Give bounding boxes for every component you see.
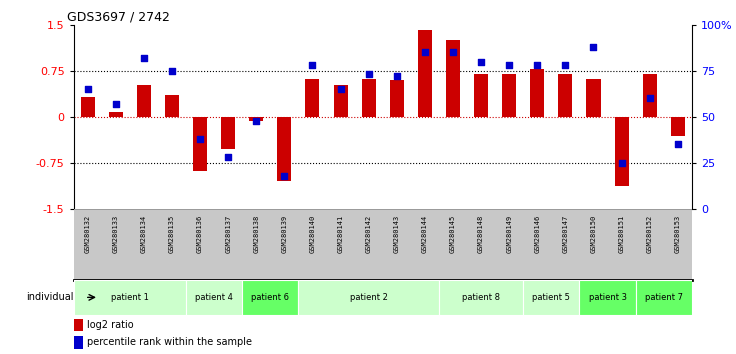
Text: GSM280151: GSM280151 — [618, 215, 625, 253]
Text: GSM280147: GSM280147 — [562, 215, 568, 253]
Point — [363, 72, 375, 77]
Point — [222, 154, 234, 160]
Bar — [530, 69, 545, 117]
Text: GSM280145: GSM280145 — [450, 215, 456, 253]
Point — [335, 86, 347, 92]
Point — [587, 44, 599, 50]
Bar — [636, 280, 692, 315]
Bar — [137, 85, 151, 117]
Text: patient 8: patient 8 — [462, 293, 500, 302]
Point — [82, 86, 93, 92]
Text: GSM280137: GSM280137 — [225, 215, 231, 253]
Bar — [559, 74, 573, 117]
Bar — [74, 319, 83, 331]
Bar — [277, 117, 291, 181]
Bar — [74, 280, 186, 315]
Text: log2 ratio: log2 ratio — [87, 320, 134, 330]
Point — [672, 142, 684, 147]
Text: GSM280136: GSM280136 — [197, 215, 203, 253]
Bar — [615, 117, 629, 185]
Bar — [186, 280, 242, 315]
Point — [475, 59, 487, 64]
Bar — [221, 117, 236, 149]
Point — [278, 173, 290, 178]
Bar — [250, 117, 263, 121]
Point — [531, 62, 543, 68]
Point — [419, 50, 431, 55]
Text: patient 1: patient 1 — [111, 293, 149, 302]
Text: percentile rank within the sample: percentile rank within the sample — [87, 337, 252, 347]
Point — [391, 74, 403, 79]
Bar — [643, 74, 657, 117]
Bar — [439, 280, 523, 315]
Text: GSM280142: GSM280142 — [366, 215, 372, 253]
Point — [644, 96, 656, 101]
Bar — [298, 280, 439, 315]
Bar — [390, 80, 404, 117]
Point — [616, 160, 628, 166]
Bar — [587, 79, 601, 117]
Bar — [670, 117, 684, 136]
Point — [559, 62, 571, 68]
Text: GSM280140: GSM280140 — [309, 215, 316, 253]
Point — [250, 118, 262, 123]
Text: GSM280149: GSM280149 — [506, 215, 512, 253]
Text: GSM280139: GSM280139 — [281, 215, 287, 253]
Text: patient 7: patient 7 — [645, 293, 683, 302]
Bar — [109, 112, 123, 117]
Point — [110, 101, 121, 107]
Text: GSM280152: GSM280152 — [647, 215, 653, 253]
Bar — [523, 280, 579, 315]
Point — [447, 50, 459, 55]
Text: GSM280134: GSM280134 — [141, 215, 147, 253]
Point — [503, 62, 515, 68]
Bar — [474, 74, 488, 117]
Bar — [81, 97, 95, 117]
Point — [307, 62, 319, 68]
Text: GSM280143: GSM280143 — [394, 215, 400, 253]
Text: GSM280150: GSM280150 — [590, 215, 596, 253]
Text: GDS3697 / 2742: GDS3697 / 2742 — [68, 11, 170, 24]
Bar — [193, 117, 207, 171]
Bar — [305, 79, 319, 117]
Text: patient 6: patient 6 — [251, 293, 289, 302]
Text: GSM280135: GSM280135 — [169, 215, 175, 253]
Bar — [361, 79, 375, 117]
Point — [166, 68, 178, 74]
Text: GSM280146: GSM280146 — [534, 215, 540, 253]
Text: patient 3: patient 3 — [589, 293, 626, 302]
Text: GSM280144: GSM280144 — [422, 215, 428, 253]
Bar — [446, 40, 460, 117]
Bar — [502, 74, 516, 117]
Bar — [242, 280, 298, 315]
Text: individual: individual — [26, 292, 74, 302]
Text: GSM280148: GSM280148 — [478, 215, 484, 253]
Text: GSM280132: GSM280132 — [85, 215, 91, 253]
Point — [194, 136, 206, 142]
Text: patient 2: patient 2 — [350, 293, 388, 302]
Point — [138, 55, 149, 61]
Text: GSM280138: GSM280138 — [253, 215, 259, 253]
Text: GSM280153: GSM280153 — [675, 215, 681, 253]
Bar — [165, 95, 179, 117]
Bar — [74, 336, 83, 349]
Text: patient 5: patient 5 — [532, 293, 570, 302]
Text: GSM280133: GSM280133 — [113, 215, 118, 253]
Bar — [418, 30, 432, 117]
Text: patient 4: patient 4 — [195, 293, 233, 302]
Bar — [333, 85, 347, 117]
Text: GSM280141: GSM280141 — [338, 215, 344, 253]
Bar — [579, 280, 636, 315]
